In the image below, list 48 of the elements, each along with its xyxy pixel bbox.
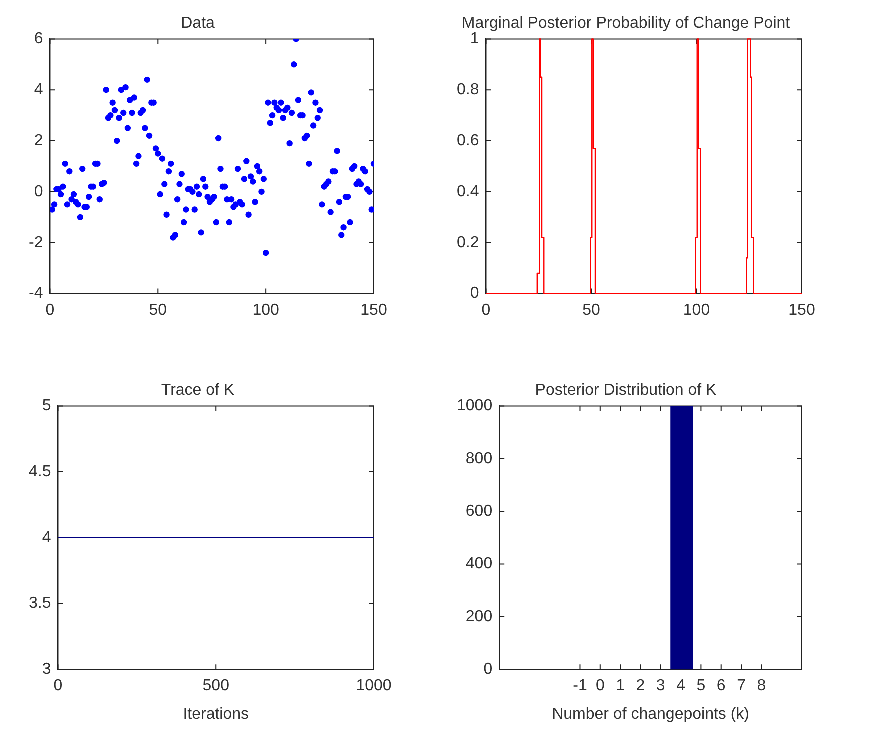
y-tick-label: 0 — [34, 183, 44, 200]
chart-title: Data — [181, 15, 215, 32]
x-tick-label: 0 — [54, 678, 63, 695]
y-tick-label: 0 — [484, 661, 493, 678]
y-tick-label: 6 — [34, 30, 44, 48]
x-tick-label: 2 — [636, 678, 646, 695]
y-tick-label: 3.5 — [28, 595, 52, 612]
y-tick-label: 0.2 — [456, 234, 480, 252]
y-tick-label: 2 — [34, 132, 44, 150]
y-tick-label: 600 — [466, 502, 493, 520]
chart-title: Posterior Distribution of K — [535, 382, 718, 400]
chart-title: Marginal Posterior Probability of Change Point — [462, 15, 791, 32]
x-axis-title: Iterations — [183, 706, 250, 723]
y-tick-label: 0.8 — [456, 82, 480, 99]
x-axis-title: Number of changepoints (k) — [552, 706, 750, 723]
y-tick-label: 4.5 — [28, 463, 52, 480]
x-tick-label: 3 — [656, 678, 666, 695]
y-tick-label: 4 — [42, 529, 52, 546]
x-tick-label: 150 — [360, 302, 388, 319]
x-tick-label: 6 — [716, 678, 726, 695]
y-tick-label: 0 — [470, 285, 480, 302]
x-tick-label: 4 — [676, 678, 686, 695]
y-tick-label: 5 — [42, 398, 52, 415]
chart-title: Trace of K — [161, 382, 235, 400]
x-tick-label: 150 — [788, 302, 816, 319]
y-tick-label: 0.4 — [456, 183, 480, 200]
y-tick-label: 400 — [466, 556, 493, 573]
y-tick-label: -4 — [28, 285, 44, 302]
x-tick-label: 7 — [737, 678, 746, 695]
y-tick-label: -2 — [28, 234, 44, 252]
x-tick-label: 1000 — [356, 678, 392, 695]
x-tick-label: 8 — [757, 678, 766, 695]
x-tick-label: 0 — [596, 678, 605, 695]
x-tick-label: 100 — [252, 302, 280, 319]
x-tick-label: 50 — [149, 302, 168, 319]
x-tick-label: 100 — [683, 302, 710, 319]
y-tick-label: 800 — [466, 450, 493, 468]
y-tick-label: 200 — [466, 608, 493, 626]
x-tick-label: 500 — [202, 678, 230, 695]
x-tick-label: 50 — [582, 302, 600, 319]
x-tick-label: -1 — [573, 678, 588, 695]
y-tick-label: 3 — [42, 661, 52, 678]
y-tick-label: 1000 — [457, 398, 493, 415]
y-tick-label: 0.6 — [456, 132, 480, 150]
x-tick-label: 5 — [696, 678, 706, 695]
x-tick-label: 1 — [616, 678, 626, 695]
y-tick-label: 4 — [34, 82, 44, 99]
y-tick-label: 1 — [470, 30, 480, 48]
